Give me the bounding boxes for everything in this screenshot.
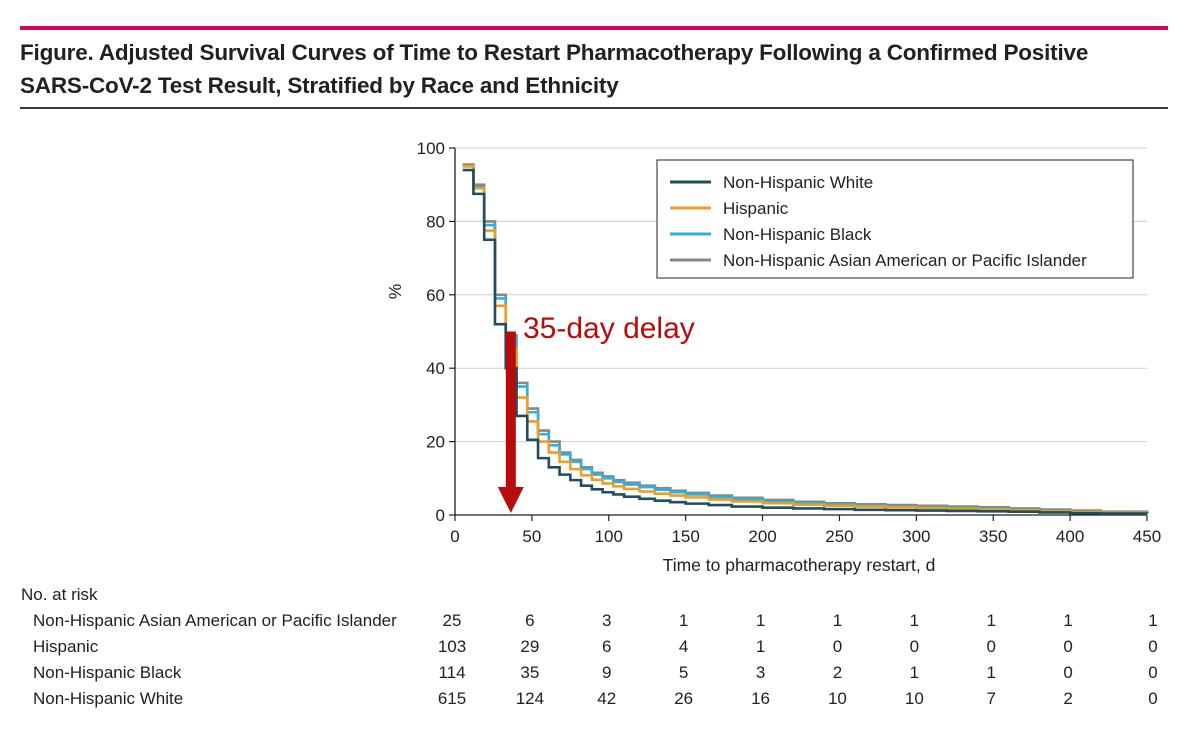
figure-title: Figure. Adjusted Survival Curves of Time… (20, 36, 1168, 102)
y-tick-label-20: 20 (426, 433, 445, 452)
legend-label-white: Non-Hispanic White (723, 173, 873, 192)
x-tick-label-450: 450 (1133, 527, 1161, 546)
x-tick-label-300: 300 (902, 527, 930, 546)
x-tick-label-400: 400 (1056, 527, 1084, 546)
x-axis-label: Time to pharmacotherapy restart, d (663, 555, 936, 575)
x-tick-label-350: 350 (979, 527, 1007, 546)
annotation-arrow-head (497, 487, 524, 513)
annotation-arrow-shaft (505, 331, 516, 492)
x-tick-label-100: 100 (595, 527, 623, 546)
legend-label-hispanic: Hispanic (723, 199, 789, 218)
annotation-label: 35-day delay (523, 312, 695, 345)
x-tick-label-0: 0 (450, 527, 459, 546)
x-tick-label-150: 150 (671, 527, 699, 546)
y-tick-label-80: 80 (426, 212, 445, 231)
y-tick-label-60: 60 (426, 286, 445, 305)
y-tick-label-0: 0 (436, 506, 445, 525)
figure-title-line-1: Figure. Adjusted Survival Curves of Time… (20, 40, 1089, 65)
y-axis-label: % (385, 284, 405, 300)
y-tick-label-100: 100 (417, 139, 445, 158)
figure-title-line-2: SARS-CoV-2 Test Result, Stratified by Ra… (20, 73, 619, 98)
legend-label-black: Non-Hispanic Black (723, 225, 872, 244)
legend-label-asian: Non-Hispanic Asian American or Pacific I… (723, 251, 1087, 270)
title-divider (20, 107, 1168, 109)
legend-box (656, 159, 1134, 279)
x-tick-label-50: 50 (522, 527, 541, 546)
x-tick-label-250: 250 (825, 527, 853, 546)
x-tick-label-200: 200 (748, 527, 776, 546)
top-accent-rule (20, 26, 1168, 30)
y-tick-label-40: 40 (426, 359, 445, 378)
